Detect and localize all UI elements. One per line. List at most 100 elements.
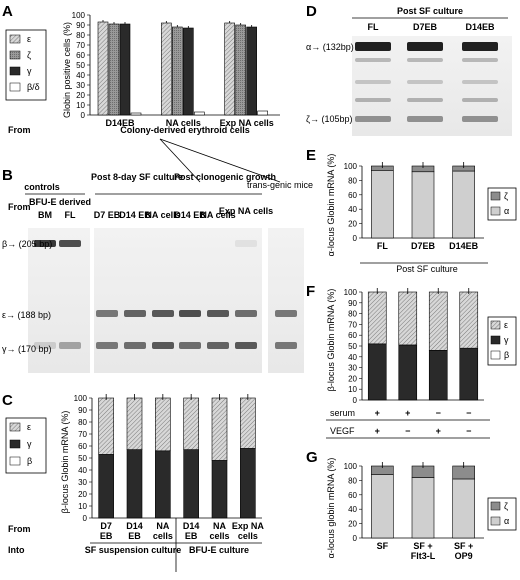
bar	[194, 111, 205, 116]
gel-band	[462, 98, 498, 102]
panel-e-label: E	[306, 147, 316, 164]
y-tick-label: 40	[348, 205, 357, 214]
gel-band	[96, 342, 118, 349]
panel-g-label: G	[306, 449, 318, 466]
bar-segment	[452, 170, 475, 239]
gel-band	[462, 116, 498, 122]
panel-b-group: controls	[24, 182, 60, 192]
gel-band	[407, 116, 443, 122]
lane-label: FL	[368, 22, 379, 32]
y-tick-label: 20	[348, 374, 357, 383]
panel-f-signs: + + − − + − + −	[375, 408, 472, 436]
y-tick-label: 10	[78, 502, 87, 511]
legend-label: ε	[27, 34, 31, 44]
y-tick-label: 50	[78, 454, 87, 463]
lane-label: BM	[38, 210, 52, 220]
panel-f-label: F	[306, 283, 315, 300]
band-label: γ→ (170 bp)	[2, 344, 52, 354]
gel-band	[275, 310, 297, 317]
gel-samples	[94, 228, 262, 373]
y-tick-label: 90	[348, 299, 357, 308]
bar-segment	[411, 171, 435, 239]
treatment-sign: −	[405, 426, 410, 436]
bar	[172, 26, 183, 116]
x-tick-label: OP9	[455, 551, 473, 561]
x-tick-label: EB	[185, 531, 198, 541]
lane-label: D7 EB	[94, 210, 121, 220]
bar-segment	[428, 350, 448, 401]
y-tick-label: 80	[348, 476, 357, 485]
y-tick-label: 90	[78, 406, 87, 415]
bar	[246, 26, 257, 116]
gel-band	[59, 342, 81, 349]
gel-band	[179, 310, 201, 317]
gel-band	[124, 342, 146, 349]
x-tick-label: SF	[377, 541, 389, 551]
gel-band	[235, 310, 257, 317]
y-tick-label: 80	[76, 31, 85, 40]
treatment-sign: +	[375, 408, 380, 418]
lane-label: Exp NA cells	[219, 206, 273, 216]
legend-label: γ	[504, 335, 509, 345]
y-tick-label: 90	[76, 21, 85, 30]
panel-b-label: B	[2, 167, 13, 184]
gel-band	[96, 310, 118, 317]
panel-a-ylabel: Globin positive cells (%)	[62, 22, 72, 118]
panel-b-group: Post clonogenic growth	[174, 172, 276, 182]
y-tick-label: 40	[76, 71, 85, 80]
gel-band	[355, 42, 391, 51]
x-tick-label: EB	[100, 531, 113, 541]
panel-f-row-name: serum	[330, 408, 355, 418]
x-tick-label: Exp NA cells	[220, 118, 274, 128]
gel-band	[124, 310, 146, 317]
bar-segment	[211, 460, 228, 519]
bar-segment	[183, 449, 199, 519]
gel-band	[462, 58, 498, 62]
y-tick-label: 100	[344, 288, 358, 297]
gel-band	[407, 42, 443, 51]
legend-label: ε	[504, 320, 508, 330]
lane-label: D14 EB	[119, 210, 151, 220]
x-tick-label: D14EB	[105, 118, 135, 128]
treatment-sign: −	[466, 408, 471, 418]
panel-d-title: Post SF culture	[397, 6, 463, 16]
legend-label: α	[504, 516, 509, 526]
panel-a-label: A	[2, 3, 13, 20]
gel-b-bands	[34, 240, 297, 349]
band-label: ζ→ (105bp)	[306, 114, 353, 124]
bar-segment	[428, 291, 448, 351]
panel-c-from: From	[8, 524, 31, 534]
bar-segment	[211, 397, 228, 461]
bar-segment	[459, 291, 479, 349]
y-tick-label: 70	[78, 430, 87, 439]
legend-swatch-gamma	[9, 66, 21, 76]
y-tick-label: 10	[348, 385, 357, 394]
y-tick-label: 80	[78, 418, 87, 427]
bar-segment	[398, 291, 418, 346]
band-label: α→ (132bp)	[306, 42, 354, 52]
x-tick-label: D14	[126, 521, 143, 531]
gel-band	[235, 240, 257, 247]
legend-label: ζ	[504, 191, 508, 201]
y-tick-label: 20	[76, 91, 85, 100]
x-tick-label: NA	[156, 521, 169, 531]
lane-label: NA cells	[145, 210, 180, 220]
panel-a-from: From	[8, 125, 31, 135]
y-tick-label: 100	[74, 394, 88, 403]
x-tick-label: Flt3-L	[411, 551, 436, 561]
bar-segment	[126, 397, 143, 450]
legend-swatch-epsilon	[9, 34, 21, 44]
panel-f-ylabel: β-locus Globin mRNA (%)	[326, 289, 336, 392]
y-tick-label: 0	[83, 514, 88, 523]
panel-c-ylabel: β-locus Globin mRNA (%)	[60, 411, 70, 514]
panel-c-into: Into	[8, 545, 25, 555]
bar-segment	[98, 397, 114, 455]
y-tick-label: 60	[348, 191, 357, 200]
gel-band	[355, 58, 391, 62]
bar	[183, 27, 194, 116]
bar-segment	[240, 448, 256, 519]
legend-swatch-beta-delta	[9, 82, 21, 92]
